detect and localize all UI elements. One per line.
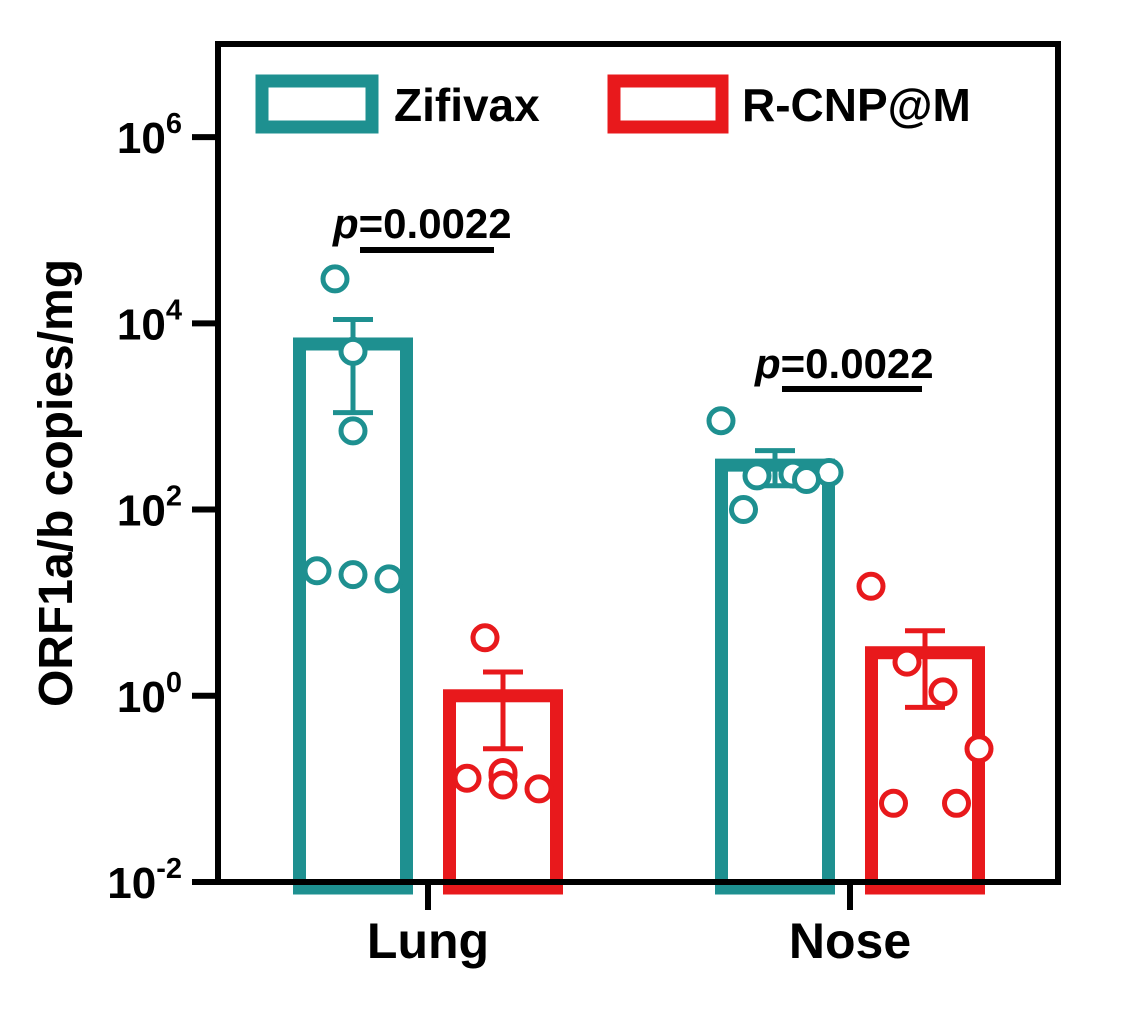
legend-swatch-r-cnp-m — [607, 74, 729, 134]
x-tick-label: Lung — [367, 913, 489, 969]
data-point — [338, 560, 368, 590]
data-point — [928, 677, 958, 707]
legend-label: Zifivax — [394, 79, 540, 131]
data-point — [338, 416, 368, 446]
error-bars-layer — [333, 316, 945, 752]
y-tick-label: 100 — [117, 667, 182, 722]
y-tick-label: 10-2 — [107, 853, 182, 908]
data-point — [706, 406, 736, 436]
legend: Zifivax R-CNP@M — [255, 74, 971, 134]
annotations-layer: p=0.0022 p=0.0022 — [332, 200, 934, 392]
data-point — [729, 495, 758, 525]
axes-layer: 10-2 100 102 104 106 Lung Nose ORF1a/b copies/m… — [30, 41, 1061, 969]
data-point — [942, 788, 971, 818]
data-point — [338, 336, 368, 366]
data-point — [374, 564, 404, 594]
data-point — [320, 264, 350, 294]
data-point — [524, 774, 554, 804]
bars-layer — [293, 337, 985, 895]
plot-frame — [215, 41, 1061, 885]
data-point — [302, 556, 332, 586]
y-tick-label: 106 — [117, 108, 182, 163]
p-value-label: p=0.0022 — [332, 200, 512, 247]
legend-swatch-zifivax — [255, 74, 379, 134]
bar-zifivax-nose — [715, 458, 835, 895]
data-point — [488, 770, 518, 800]
data-point — [742, 461, 772, 491]
data-point — [964, 734, 994, 764]
data-point — [892, 647, 922, 677]
y-axis-label: ORF1a/b copies/mg — [30, 259, 83, 707]
y-tick-label: 102 — [117, 481, 182, 536]
x-tick-label: Nose — [789, 913, 911, 969]
y-tick-label: 104 — [117, 294, 182, 349]
legend-label: R-CNP@M — [742, 79, 971, 131]
data-point — [452, 763, 482, 793]
data-points-layer — [302, 264, 994, 818]
p-value-label: p=0.0022 — [754, 340, 934, 387]
data-point — [792, 465, 821, 495]
data-point — [879, 788, 908, 818]
data-point — [470, 623, 500, 653]
data-point — [856, 571, 886, 601]
